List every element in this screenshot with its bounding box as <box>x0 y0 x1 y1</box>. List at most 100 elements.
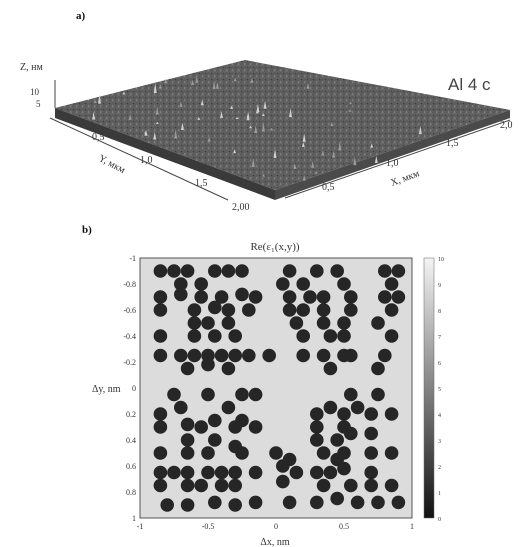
inclusion-dot <box>391 290 406 304</box>
inclusion-dot <box>214 465 229 480</box>
surface-side-right <box>275 110 510 200</box>
inclusion-dot <box>174 400 188 415</box>
y-tick-label: 0.2 <box>126 410 136 419</box>
inclusion-dot <box>371 387 385 402</box>
y-tick-label: 0.6 <box>126 462 136 471</box>
inclusion-dot <box>289 316 304 330</box>
inclusion-dot <box>323 361 338 376</box>
inclusion-dot <box>378 348 392 363</box>
inclusion-dot <box>316 478 331 493</box>
inclusion-dot <box>167 465 181 480</box>
surface-peak <box>191 79 195 86</box>
inclusion-dot <box>323 400 338 415</box>
x-tick-label: -0.5 <box>202 522 215 531</box>
inclusion-dot <box>384 407 399 421</box>
inclusion-dot <box>296 348 311 363</box>
x-ticks: -1 -0.5 0 0.5 1 <box>137 522 414 531</box>
inclusion-dot <box>228 498 242 512</box>
z-tick-5: 5 <box>36 99 41 109</box>
inclusion-dot <box>174 277 188 291</box>
surface-peak <box>321 150 325 156</box>
inclusion-dot <box>384 329 399 343</box>
inclusion-dot <box>310 465 324 480</box>
inclusion-dot <box>235 446 249 460</box>
inclusion-dot <box>187 316 202 330</box>
inclusion-dot <box>364 478 379 493</box>
surface-peak <box>93 100 97 103</box>
inclusion-dot <box>364 465 379 480</box>
inclusion-dot <box>248 465 263 480</box>
inclusion-dot <box>180 264 195 278</box>
surface-peak <box>215 82 219 89</box>
y-tick-label: 0.4 <box>126 436 136 445</box>
surface-peak <box>330 121 334 126</box>
inclusion-dot <box>208 329 222 343</box>
inclusion-dot <box>187 329 202 343</box>
surface-peak <box>250 78 254 83</box>
x-tick-label: 1 <box>410 522 414 531</box>
inclusion-dot <box>201 357 215 372</box>
y-ticks: -1 -0.8 -0.6 -0.4 -0.2 0 0.2 0.4 0.6 0.8 1 <box>123 254 136 523</box>
surface-peak <box>174 128 178 139</box>
x-tick-label: 0.5 <box>339 522 349 531</box>
inclusion-dot <box>310 433 324 447</box>
inclusion-dot <box>208 300 222 315</box>
y-tick-1-0: 1,0 <box>140 155 153 166</box>
x-axis-label: X, мкм <box>389 168 421 189</box>
inclusion-dot <box>330 264 345 278</box>
y-tick-1-5: 1,5 <box>195 178 208 189</box>
inclusion-dot <box>316 290 331 304</box>
inclusion-dot <box>153 446 168 460</box>
y-axis-label: Δy, nm <box>92 384 121 395</box>
inclusion-dot <box>153 290 168 304</box>
surface-peak <box>418 126 422 135</box>
x-axis-label: Δx, nm <box>260 537 289 547</box>
inclusion-dot <box>194 420 208 434</box>
inclusion-dot <box>180 446 195 460</box>
colorbar-tick-label: 1 <box>438 491 441 497</box>
surface-peak <box>302 175 306 181</box>
surface-peak <box>301 142 305 147</box>
surface-peak <box>212 81 216 90</box>
inclusion-dot <box>235 264 249 278</box>
surface-peak <box>195 76 199 83</box>
surface-peak <box>235 116 239 120</box>
y-tick-label: 0 <box>132 384 136 393</box>
surface-peak <box>153 132 157 140</box>
chart-title: Re(ε₁(x,y)) <box>250 241 299 253</box>
inclusion-dot <box>296 329 311 343</box>
x-tick-2-0: 2,0 <box>500 120 513 131</box>
inclusion-dot <box>153 407 168 421</box>
permittivity-map: Re(ε₁(x,y)) -1 -0.8 -0.6 -0.4 -0.2 0 0.2 0.4 0.6… <box>92 241 444 547</box>
inclusion-dot <box>344 290 358 304</box>
z-axis-label: Z, нм <box>20 62 43 73</box>
inclusion-dot <box>228 478 242 493</box>
inclusion-dot <box>248 387 263 402</box>
colorbar-ticks: 0 1 2 3 4 5 6 7 8 9 10 <box>438 257 444 523</box>
surface-peak <box>254 125 258 134</box>
inclusion-dot <box>160 498 174 512</box>
surface-peak <box>270 127 274 131</box>
colorbar-tick-label: 0 <box>438 517 441 523</box>
surface-peak <box>306 83 310 89</box>
inclusion-dot <box>153 465 168 480</box>
surface-peak <box>92 111 96 120</box>
surface-peak <box>261 122 265 132</box>
surface-peak <box>302 133 306 142</box>
surface-peak <box>314 171 318 174</box>
surface-peak <box>293 163 297 170</box>
surface-peak <box>164 78 168 84</box>
colorbar-tick-label: 3 <box>438 439 441 445</box>
colorbar-tick-label: 9 <box>438 283 441 289</box>
inclusion-dot <box>330 491 345 506</box>
inclusion-dot <box>330 433 345 447</box>
x-tick-1-5: 1,5 <box>446 138 459 149</box>
inclusion-dot <box>269 446 283 460</box>
inclusion-dot <box>310 495 324 510</box>
panel-b-label: b) <box>82 224 92 236</box>
inclusion-dot <box>180 498 195 512</box>
inclusion-dot <box>323 465 338 480</box>
surface-peak <box>246 111 250 121</box>
inclusion-dot <box>371 495 385 510</box>
surface-peak <box>249 125 253 129</box>
